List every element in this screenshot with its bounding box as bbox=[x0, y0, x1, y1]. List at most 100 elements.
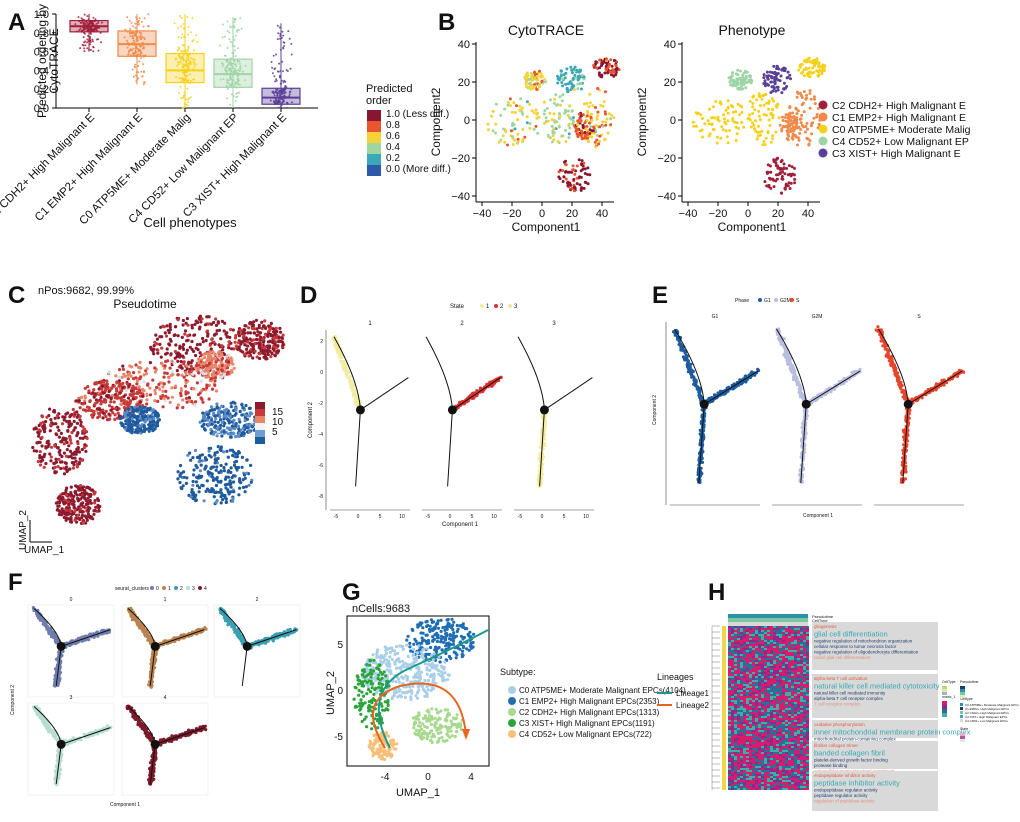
point bbox=[233, 21, 236, 24]
point bbox=[143, 17, 146, 20]
point bbox=[137, 388, 141, 392]
point bbox=[216, 320, 220, 324]
point bbox=[91, 391, 95, 395]
trajectory-line bbox=[425, 336, 453, 410]
point bbox=[117, 368, 122, 372]
point bbox=[270, 61, 273, 63]
point bbox=[546, 119, 550, 123]
point bbox=[717, 119, 721, 123]
point bbox=[155, 337, 159, 341]
point bbox=[232, 366, 236, 370]
point bbox=[138, 391, 142, 395]
point bbox=[241, 485, 246, 489]
point bbox=[77, 462, 81, 466]
point bbox=[771, 137, 775, 141]
point bbox=[269, 321, 273, 325]
point bbox=[691, 369, 695, 373]
point bbox=[781, 170, 784, 174]
x-tick-label: 40 bbox=[802, 208, 814, 220]
point bbox=[242, 431, 246, 435]
point bbox=[486, 128, 490, 132]
point bbox=[707, 122, 711, 126]
colorbar-segment bbox=[367, 121, 381, 132]
point bbox=[513, 111, 517, 114]
point bbox=[271, 66, 274, 69]
point bbox=[190, 359, 194, 363]
point bbox=[275, 53, 278, 56]
point bbox=[89, 41, 92, 44]
point bbox=[726, 119, 730, 123]
point bbox=[596, 110, 600, 114]
point bbox=[81, 436, 85, 440]
point bbox=[580, 186, 584, 190]
point bbox=[692, 382, 696, 386]
point bbox=[528, 77, 532, 81]
point bbox=[184, 396, 189, 400]
point bbox=[174, 343, 178, 347]
point bbox=[708, 107, 711, 111]
point bbox=[609, 123, 613, 127]
point bbox=[209, 446, 213, 450]
point bbox=[228, 414, 232, 418]
point bbox=[260, 320, 264, 324]
point bbox=[86, 15, 89, 18]
point bbox=[99, 395, 103, 400]
point bbox=[178, 353, 182, 357]
point bbox=[290, 42, 293, 45]
point bbox=[534, 108, 538, 112]
point bbox=[216, 367, 220, 371]
y-tick: -6 bbox=[319, 463, 324, 469]
point bbox=[277, 32, 280, 35]
point bbox=[731, 71, 735, 75]
point bbox=[170, 395, 174, 399]
point bbox=[729, 83, 732, 87]
point bbox=[60, 422, 65, 426]
point bbox=[223, 364, 227, 368]
point bbox=[767, 107, 771, 111]
point bbox=[740, 87, 743, 91]
point bbox=[276, 24, 279, 27]
point bbox=[98, 414, 102, 418]
point bbox=[785, 85, 789, 88]
point bbox=[142, 380, 146, 384]
trajectory-line bbox=[355, 409, 361, 487]
y-axis-label: Component2 bbox=[635, 87, 649, 156]
point bbox=[703, 122, 707, 126]
point bbox=[122, 401, 126, 405]
point bbox=[132, 75, 135, 78]
point bbox=[234, 344, 238, 348]
point bbox=[802, 74, 806, 78]
point bbox=[176, 373, 180, 377]
d-facet-0 bbox=[331, 334, 409, 487]
point bbox=[142, 25, 145, 28]
trajectory-points bbox=[671, 328, 708, 407]
legend-item-2: 3 bbox=[514, 304, 518, 310]
point bbox=[289, 67, 292, 70]
point bbox=[776, 88, 780, 92]
point bbox=[525, 80, 528, 84]
point bbox=[766, 131, 770, 135]
point bbox=[147, 25, 150, 28]
point bbox=[553, 97, 557, 101]
point bbox=[99, 392, 103, 396]
point bbox=[533, 70, 536, 74]
point bbox=[138, 405, 142, 409]
point bbox=[561, 93, 565, 97]
point bbox=[200, 453, 204, 457]
point bbox=[181, 44, 184, 47]
colorbar-segment bbox=[367, 132, 381, 143]
point bbox=[810, 132, 814, 136]
point bbox=[201, 400, 205, 404]
point bbox=[240, 27, 243, 30]
point bbox=[153, 340, 157, 344]
point bbox=[745, 70, 749, 74]
point bbox=[155, 411, 159, 415]
point bbox=[74, 399, 78, 403]
x-tick-label: 20 bbox=[566, 208, 578, 220]
point bbox=[75, 410, 79, 414]
point bbox=[800, 113, 804, 117]
point bbox=[209, 322, 214, 326]
point bbox=[140, 70, 143, 73]
point bbox=[808, 139, 812, 143]
point bbox=[92, 50, 95, 53]
